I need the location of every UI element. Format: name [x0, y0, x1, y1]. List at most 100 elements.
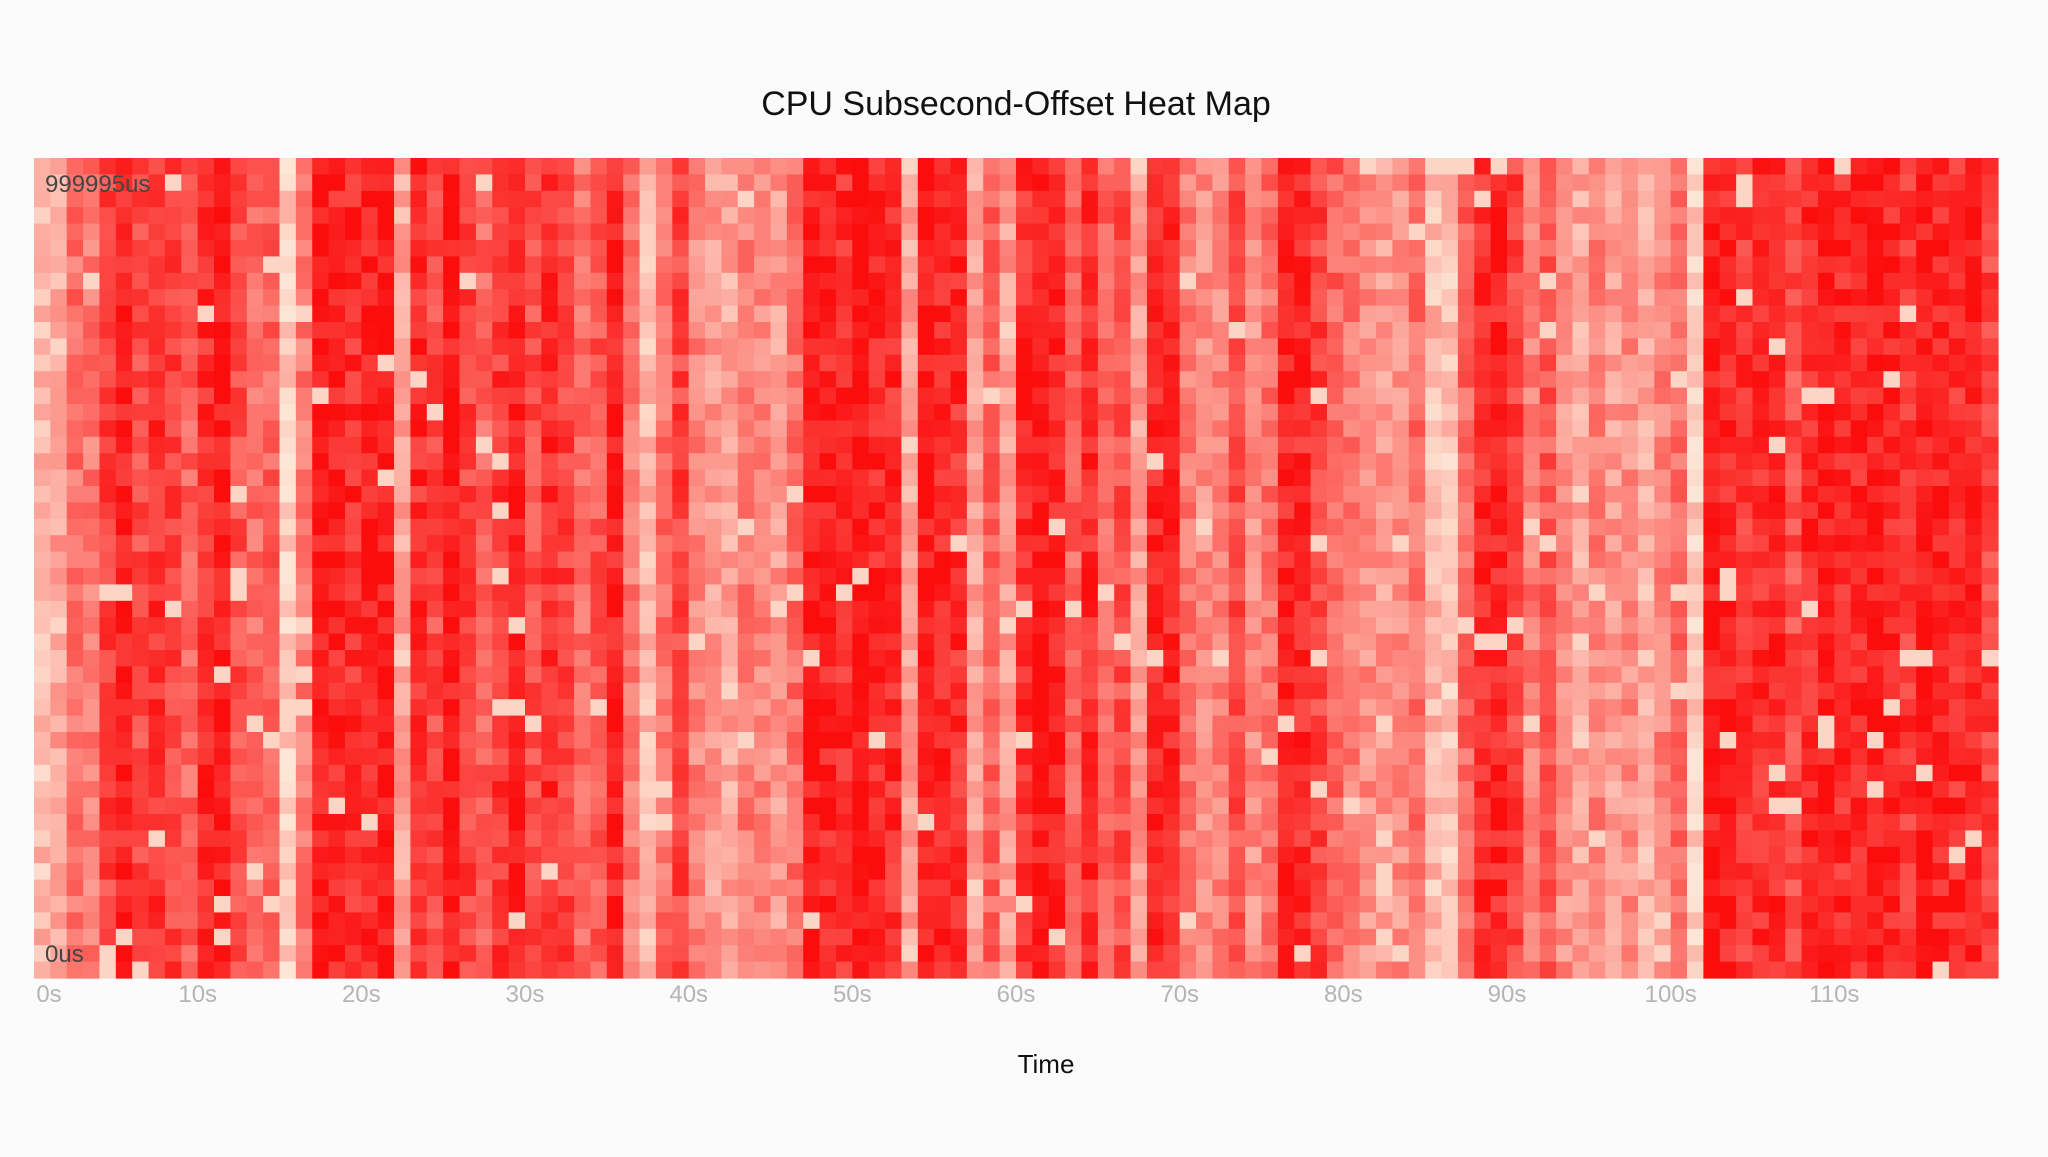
heatmap-cell — [1539, 174, 1557, 192]
heatmap-cell — [934, 814, 952, 831]
heatmap-cell — [852, 158, 870, 175]
heatmap-cell — [737, 781, 755, 799]
heatmap-cell — [885, 436, 903, 454]
heatmap-cell — [770, 289, 788, 307]
heatmap-cell — [574, 272, 592, 290]
heatmap-cell — [1425, 764, 1443, 782]
heatmap-cell — [279, 879, 297, 897]
heatmap-cell — [1196, 928, 1213, 946]
heatmap-cell — [672, 158, 690, 175]
heatmap-cell — [868, 387, 886, 405]
heatmap-cell — [852, 945, 870, 963]
heatmap-cell — [983, 158, 1001, 175]
heatmap-cell — [770, 207, 788, 225]
heatmap-cell — [115, 486, 133, 503]
heatmap-cell — [508, 568, 526, 585]
heatmap-cell — [1016, 551, 1033, 569]
heatmap-cell — [361, 879, 379, 897]
heatmap-cell — [1474, 584, 1492, 602]
heatmap-cell — [1588, 469, 1606, 487]
heatmap-cell — [1588, 764, 1606, 782]
heatmap-cell — [688, 223, 706, 241]
heatmap-cell — [525, 617, 542, 635]
heatmap-cell — [1425, 912, 1443, 930]
heatmap-cell — [688, 436, 706, 454]
heatmap-cell — [1376, 764, 1394, 782]
heatmap-cell — [885, 617, 903, 635]
heatmap-cell — [541, 781, 559, 799]
heatmap-cell — [1523, 535, 1541, 553]
heatmap-cell — [1457, 633, 1475, 651]
heatmap-cell — [115, 190, 133, 208]
heatmap-cell — [1097, 715, 1115, 733]
heatmap-cell — [639, 715, 657, 733]
heatmap-cell — [148, 830, 166, 848]
heatmap-cell — [590, 912, 608, 930]
heatmap-cell — [459, 814, 477, 831]
heatmap-cell — [819, 830, 837, 848]
heatmap-cell — [1392, 535, 1410, 553]
heatmap-cell — [1130, 797, 1148, 815]
heatmap-cell — [803, 846, 821, 864]
heatmap-cell — [868, 961, 886, 979]
heatmap-cell — [1637, 682, 1655, 700]
heatmap-cell — [557, 896, 575, 913]
heatmap-cell — [312, 436, 330, 454]
heatmap-cell — [1212, 223, 1230, 241]
heatmap-cell — [1310, 617, 1328, 635]
heatmap-cell — [377, 912, 395, 930]
heatmap-cell — [1146, 256, 1164, 274]
heatmap-cell — [263, 387, 281, 405]
heatmap-cell — [705, 207, 722, 225]
heatmap-cell — [770, 830, 788, 848]
heatmap-cell — [492, 223, 510, 241]
heatmap-cell — [181, 436, 199, 454]
heatmap-cell — [1081, 338, 1099, 356]
heatmap-cell — [1621, 764, 1639, 782]
heatmap-cell — [639, 469, 657, 487]
heatmap-cell — [508, 682, 526, 700]
heatmap-cell — [721, 830, 739, 848]
heatmap-cell — [1032, 207, 1050, 225]
heatmap-cell — [721, 404, 739, 421]
heatmap-cell — [541, 240, 559, 257]
heatmap-cell — [901, 961, 919, 979]
heatmap-cell — [50, 699, 68, 717]
heatmap-cell — [99, 338, 117, 356]
heatmap-cell — [279, 436, 297, 454]
heatmap-cell — [83, 207, 101, 225]
heatmap-cell — [1490, 879, 1508, 897]
heatmap-cell — [377, 240, 395, 257]
heatmap-cell — [835, 912, 853, 930]
heatmap-cell — [295, 896, 313, 913]
heatmap-cell — [115, 158, 133, 175]
heatmap-cell — [1441, 190, 1459, 208]
heatmap-cell — [672, 469, 690, 487]
heatmap-cell — [819, 650, 837, 667]
heatmap-cell — [983, 633, 1001, 651]
heatmap-cell — [934, 535, 952, 553]
heatmap-cell — [574, 961, 592, 979]
heatmap-cell — [1326, 617, 1344, 635]
heatmap-cell — [394, 781, 412, 799]
heatmap-cell — [1212, 945, 1230, 963]
heatmap-cell — [1605, 748, 1623, 766]
heatmap-cell — [279, 912, 297, 930]
heatmap-cell — [557, 781, 575, 799]
heatmap-cell — [1179, 748, 1197, 766]
heatmap-cell — [934, 896, 952, 913]
heatmap-cell — [1457, 207, 1475, 225]
heatmap-cell — [1621, 748, 1639, 766]
heatmap-cell — [1310, 814, 1328, 831]
heatmap-cell — [1228, 436, 1246, 454]
heatmap-cell — [394, 387, 412, 405]
heatmap-cell — [1490, 289, 1508, 307]
heatmap-cell — [475, 715, 493, 733]
heatmap-cell — [1261, 928, 1279, 946]
heatmap-cell — [1245, 420, 1263, 438]
heatmap-cell — [639, 338, 657, 356]
heatmap-cell — [688, 715, 706, 733]
heatmap-cell — [132, 568, 150, 585]
heatmap-cell — [66, 174, 84, 192]
heatmap-cell — [590, 715, 608, 733]
